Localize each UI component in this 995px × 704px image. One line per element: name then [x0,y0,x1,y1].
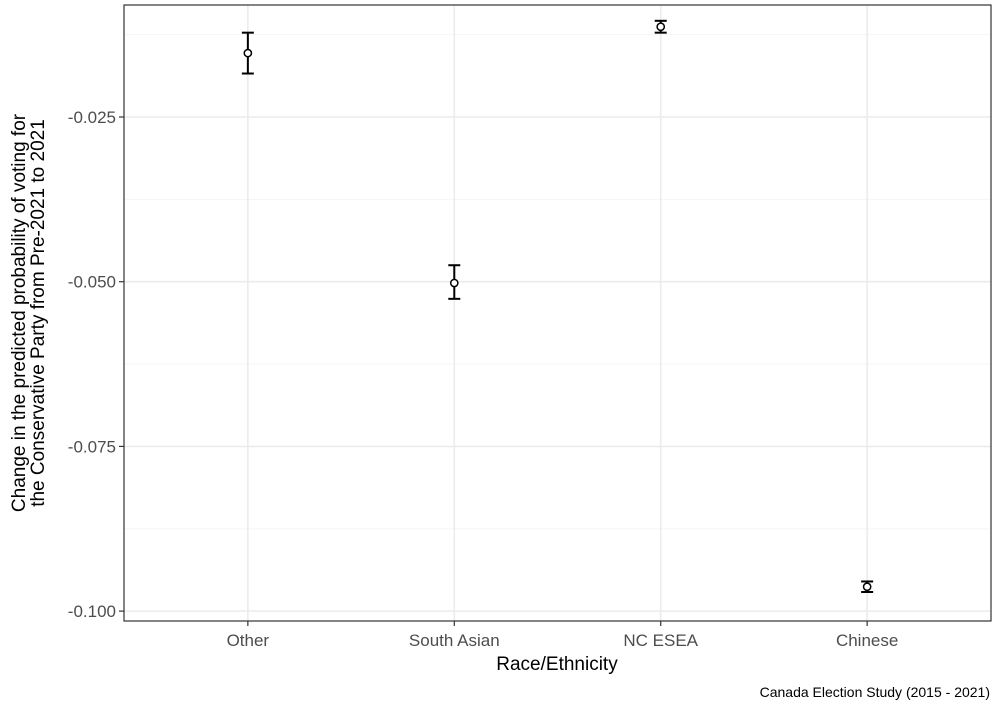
x-tick-label: Other [227,631,270,650]
x-tick-label: Chinese [836,631,898,650]
marks-layer [241,19,874,594]
y-tick-label: -0.050 [68,273,116,292]
data-point [656,22,666,32]
y-tick-label: -0.025 [68,108,116,127]
panel-border [123,4,992,622]
y-axis-title-line-1: Change in the predicted probability of v… [9,113,30,512]
axis-layer: -0.100 -0.075 -0.050 -0.025 Other South Asian… [68,108,899,650]
x-tick-label: NC ESEA [623,631,698,650]
x-axis-title: Race/Ethnicity [496,654,618,675]
y-tick-label: -0.100 [68,602,116,621]
data-point [243,48,253,58]
grid-layer [124,5,991,621]
data-point [862,582,872,592]
data-point [449,278,459,288]
y-axis-title-line-2: the Conservative Party from Pre-2021 to … [28,119,49,507]
y-tick-label: -0.075 [68,437,116,456]
chart-caption: Canada Election Study (2015 - 2021) [760,684,990,700]
x-tick-label: South Asian [409,631,500,650]
